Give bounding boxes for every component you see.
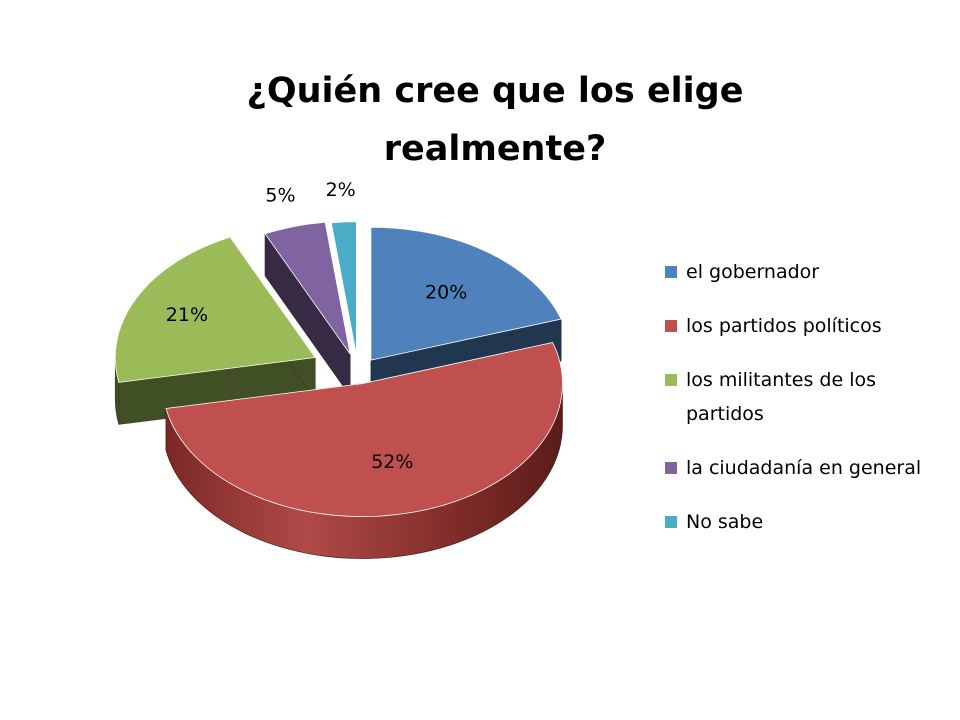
legend-item-4: No sabe	[665, 505, 955, 539]
legend-swatch-3	[665, 462, 677, 474]
legend-item-3: la ciudadanía en general	[665, 451, 955, 485]
slice-4-top	[330, 221, 357, 355]
legend-item-2: los militantes de los partidos	[665, 363, 955, 431]
slice-3	[264, 221, 351, 398]
legend-swatch-2	[665, 374, 677, 386]
legend-label-3: la ciudadanía en general	[686, 457, 922, 479]
slice-0-top	[370, 226, 562, 361]
data-label-2: 21%	[166, 304, 208, 326]
chart-title: ¿Quién cree que los elige realmente?	[0, 62, 960, 178]
legend-swatch-0	[665, 266, 677, 278]
legend-item-0: el gobernador	[665, 255, 955, 289]
chart-title-line-1: ¿Quién cree que los elige	[246, 71, 744, 111]
legend-label-2: los militantes de los partidos	[686, 369, 876, 425]
legend-label-1: los partidos políticos	[686, 315, 882, 337]
chart-title-line-2: realmente?	[383, 129, 607, 169]
data-label-1: 52%	[371, 451, 413, 473]
legend-label-0: el gobernador	[686, 261, 820, 283]
slice-1-top	[165, 342, 563, 517]
legend-swatch-1	[665, 320, 677, 332]
legend-swatch-4	[665, 516, 677, 528]
slice-2	[114, 236, 316, 425]
data-label-4: 2%	[326, 179, 356, 201]
slice-1	[165, 342, 563, 559]
data-label-0: 20%	[425, 281, 467, 303]
data-labels: 20% 52% 21% 5% 2%	[166, 179, 467, 473]
legend-label-4: No sabe	[686, 511, 764, 533]
pie-slices	[114, 221, 563, 559]
slice-2-top	[114, 236, 316, 383]
legend-item-1: los partidos políticos	[665, 309, 955, 343]
slice-3-top	[264, 221, 351, 355]
data-label-3: 5%	[265, 184, 295, 206]
slice-4	[330, 221, 357, 355]
legend: el gobernador los partidos políticos los m…	[665, 255, 955, 559]
